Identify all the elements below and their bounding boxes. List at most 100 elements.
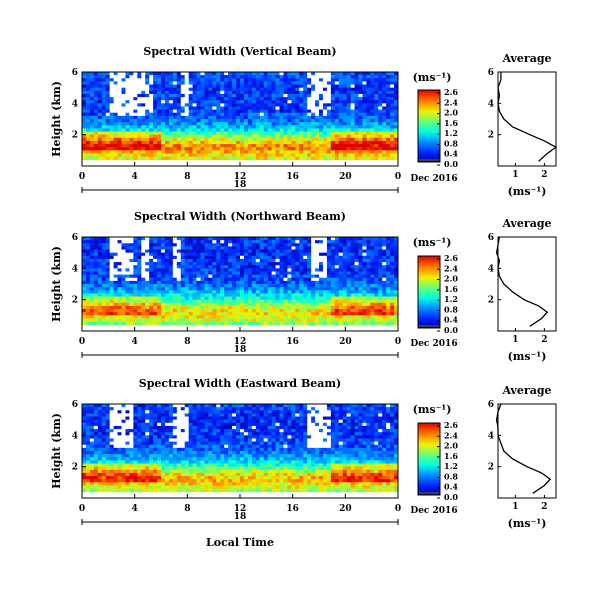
heatmap-cell (394, 137, 399, 142)
heatmap-cell (338, 131, 344, 136)
heatmap-cell (243, 318, 249, 322)
heatmap-cell (82, 284, 87, 288)
heatmap-cell (240, 404, 245, 408)
heatmap-cell (192, 128, 197, 132)
heatmap-cell (89, 153, 95, 157)
heatmap-cell (232, 243, 237, 247)
heatmap-cell (196, 78, 201, 82)
heatmap-cell (283, 243, 288, 247)
heatmap-cell (200, 299, 205, 304)
heatmap-cell (267, 150, 272, 154)
heatmap-cell (394, 153, 399, 157)
heatmap-cell (307, 299, 312, 304)
heatmap-cell (200, 147, 205, 151)
heatmap-cell (315, 122, 320, 126)
heatmap-cell (176, 280, 182, 285)
heatmap-cell (378, 75, 383, 79)
heatmap-cell (129, 404, 134, 408)
heatmap-cell (101, 249, 107, 254)
heatmap-cell (228, 262, 233, 266)
heatmap-cell (192, 78, 197, 82)
heatmap-cell (176, 103, 182, 107)
heatmap-cell (350, 258, 355, 263)
heatmap-cell (251, 287, 257, 291)
heatmap-cell (157, 410, 162, 414)
heatmap-cell (358, 147, 363, 151)
heatmap-cell (342, 243, 348, 247)
heatmap (82, 404, 399, 493)
heatmap-cell (161, 156, 166, 161)
heatmap-cell (374, 302, 379, 307)
heatmap-cell (220, 84, 225, 89)
heatmap-cell (263, 305, 269, 310)
heatmap-cell (386, 315, 391, 319)
heatmap-cell (240, 407, 245, 411)
heatmap-cell (220, 147, 225, 151)
heatmap-cell (105, 131, 111, 136)
heatmap-cell (295, 271, 300, 275)
heatmap-cell (275, 156, 280, 161)
heatmap-cell (338, 249, 344, 254)
heatmap-cell (85, 268, 91, 272)
heatmap-cell (113, 112, 118, 117)
heatmap-cell (133, 140, 138, 145)
heatmap-cell (295, 293, 300, 297)
heatmap-cell (259, 90, 265, 95)
heatmap-cell (109, 271, 114, 275)
heatmap-cell (232, 315, 237, 319)
heatmap-cell (319, 109, 324, 114)
heatmap-cell (113, 255, 118, 260)
heatmap-cell (188, 97, 193, 101)
heatmap-cell (334, 243, 340, 247)
heatmap-cell (291, 265, 296, 269)
heatmap-cell (164, 119, 170, 123)
heatmap-cell (82, 255, 87, 260)
heatmap-cell (267, 84, 272, 89)
heatmap-cell (346, 128, 351, 132)
heatmap-cell (82, 290, 87, 294)
heatmap-cell (287, 416, 292, 421)
heatmap-cell (263, 81, 269, 85)
heatmap-cell (109, 156, 114, 161)
heatmap-cell (176, 240, 182, 244)
heatmap-cell (204, 140, 209, 145)
heatmap-cell (287, 147, 292, 151)
heatmap-cell (85, 296, 91, 301)
heatmap-cell (220, 309, 225, 313)
heatmap-cell (224, 277, 229, 282)
heatmap-cell (366, 321, 371, 326)
heatmap-cell (196, 100, 201, 104)
heatmap-cell (267, 249, 272, 254)
heatmap-cell (303, 237, 308, 241)
heatmap-cell (228, 115, 233, 120)
heatmap-cell (342, 81, 348, 85)
heatmap-cell (137, 258, 142, 263)
heatmap-cell (172, 112, 178, 117)
heatmap-cell (255, 271, 261, 275)
heatmap-cell (236, 75, 241, 79)
heatmap-cell (216, 318, 221, 322)
heatmap-cell (192, 144, 197, 148)
heatmap-cell (374, 312, 379, 316)
heatmap-cell (137, 243, 142, 247)
heatmap-cell (97, 115, 103, 120)
heatmap-cell (334, 72, 340, 76)
heatmap-cell (338, 293, 344, 297)
heatmap-cell (236, 302, 241, 307)
heatmap-cell (161, 109, 166, 114)
heatmap-cell (180, 122, 186, 126)
heatmap-cell (366, 97, 371, 101)
heatmap-cell (113, 150, 118, 154)
heatmap-cell (342, 265, 348, 269)
heatmap-cell (319, 125, 324, 129)
heatmap-cell (366, 265, 371, 269)
heatmap-cell (180, 293, 186, 297)
heatmap-cell (133, 277, 138, 282)
heatmap-cell (89, 93, 95, 98)
heatmap-cell (204, 243, 209, 247)
heatmap-cell (109, 153, 114, 157)
heatmap-cell (184, 318, 190, 322)
heatmap-cell (157, 109, 162, 114)
heatmap-cell (192, 268, 197, 272)
heatmap-cell (164, 321, 170, 326)
